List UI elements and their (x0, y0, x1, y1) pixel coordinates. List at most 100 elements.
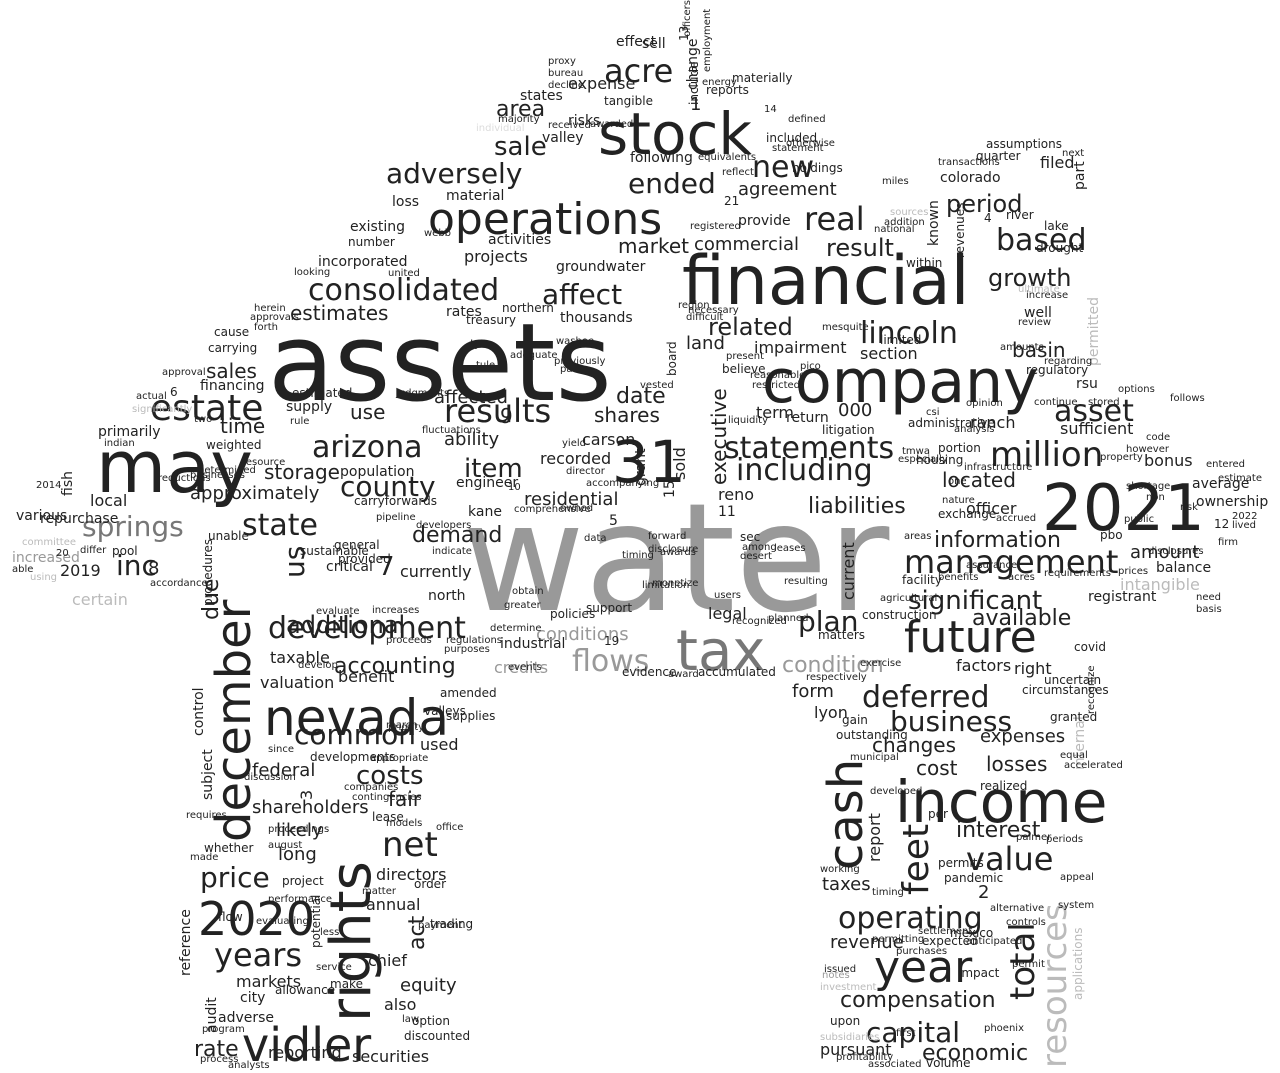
word-springs: springs (82, 510, 184, 543)
word-option: option (412, 1014, 450, 1028)
word-permit: permit (1012, 959, 1045, 970)
word-defined: defined (788, 114, 826, 125)
word-plan: plan (798, 605, 858, 638)
word-rights: rights (319, 861, 384, 1022)
word-annual: annual (366, 895, 420, 914)
word-cash: cash (818, 759, 874, 870)
word-basin: basin (1012, 338, 1066, 362)
word-performance: performance (268, 894, 332, 905)
word-equal: equal (1060, 750, 1088, 761)
word-accordance: accordance (150, 578, 208, 589)
word-associated: associated (868, 1059, 922, 1070)
word-employment: employment (702, 9, 713, 72)
word-equity: equity (400, 975, 457, 996)
word-19: 19 (604, 634, 619, 648)
word-2014: 2014 (36, 480, 61, 491)
word-develop: develop (298, 660, 338, 671)
word-options: options (1118, 384, 1155, 395)
word-accompanying: accompanying (586, 478, 659, 489)
word-impact: impact (958, 966, 1000, 980)
word-shortage: shortage (1126, 481, 1170, 492)
word-equivalents: equivalents (698, 152, 756, 163)
word-projects: projects (464, 247, 528, 266)
word-condition: condition (782, 653, 884, 678)
word-unable: unable (208, 529, 249, 543)
word-evaluating: evaluating (256, 916, 309, 927)
word-also: also (384, 995, 416, 1014)
word-thousands: thousands (560, 310, 633, 326)
word-return: return (786, 410, 829, 426)
word-rate: rate (194, 1037, 239, 1062)
word-holdings: holdings (792, 161, 843, 175)
word-reasonable: reasonable (750, 370, 805, 381)
word-energy: energy (702, 77, 737, 88)
word-rates: rates (446, 304, 482, 320)
word-present: present (726, 351, 764, 362)
word-forward: forward (648, 531, 686, 542)
word-webb: webb (424, 228, 451, 239)
word-compensation: compensation (840, 988, 996, 1013)
word-phoenix: phoenix (984, 1023, 1024, 1034)
word-increased: increased (12, 550, 80, 566)
word-matter: matter (362, 886, 397, 897)
word-within: within (906, 256, 942, 270)
word-appropriate: appropriate (370, 753, 428, 764)
word-local: local (90, 491, 127, 510)
word-conditions: conditions (536, 624, 629, 645)
word-resource: resource (242, 457, 285, 468)
word-benefits: benefits (938, 572, 978, 583)
word-analysts: analysts (228, 1060, 270, 1071)
word-sufficient: sufficient (1060, 419, 1133, 438)
word-kane: kane (468, 504, 502, 520)
word-federal: federal (252, 760, 315, 781)
word-palmer: palmer (1016, 832, 1052, 843)
word-11: 11 (718, 504, 736, 520)
word-real: real (804, 200, 865, 238)
word-tmwa: tmwa (902, 446, 930, 457)
word-outstanding: outstanding (836, 728, 908, 742)
word-sold: sold (670, 447, 689, 480)
word-accumulated: accumulated (698, 665, 776, 679)
word-statements: statements (724, 431, 894, 466)
word-municipal: municipal (850, 752, 899, 763)
word-state: state (242, 508, 318, 543)
word-residential: residential (524, 489, 618, 510)
word-award: award (668, 669, 699, 680)
word-pipeline: pipeline (376, 512, 416, 523)
word-tule: tule (476, 360, 495, 371)
word-13: 13 (677, 26, 691, 41)
word-cause: cause (214, 325, 249, 339)
word-uncertain: uncertain (1044, 673, 1101, 687)
word-reflect: reflect (722, 167, 754, 178)
word-housing: housing (916, 453, 963, 467)
word-quarter: quarter (976, 149, 1021, 163)
word-users: users (714, 590, 741, 601)
word-liabilities: liabilities (808, 494, 906, 519)
word-change: change (685, 38, 701, 90)
word-restricted: restricted (752, 380, 800, 391)
word-disclosures: disclosures (1148, 546, 1204, 557)
word-leases: leases (774, 543, 806, 554)
word-basis: basis (1196, 604, 1222, 615)
word-director: director (566, 466, 606, 477)
word-statement: statement (772, 143, 824, 154)
word-year: year (874, 942, 973, 993)
word-one: one (948, 476, 967, 487)
word-areas: areas (904, 531, 932, 542)
word-internal: internal (1072, 716, 1088, 770)
word-construction: construction (862, 608, 937, 622)
word-available: available (972, 606, 1071, 631)
word-control: control (191, 687, 207, 736)
word-washoe: washoe (556, 336, 594, 347)
word-assets: assets (268, 301, 612, 426)
word-procedures: procedures (201, 539, 215, 606)
word-fish: fish (60, 471, 76, 496)
word-registered: registered (690, 221, 741, 232)
word-timing: timing (622, 550, 654, 561)
word-applications: applications (1071, 928, 1085, 1000)
word-states: states (520, 88, 563, 104)
word-carrying: carrying (208, 341, 257, 355)
word-august: august (268, 840, 302, 851)
word-river: river (1006, 208, 1034, 222)
word-potential: potential (309, 895, 323, 948)
